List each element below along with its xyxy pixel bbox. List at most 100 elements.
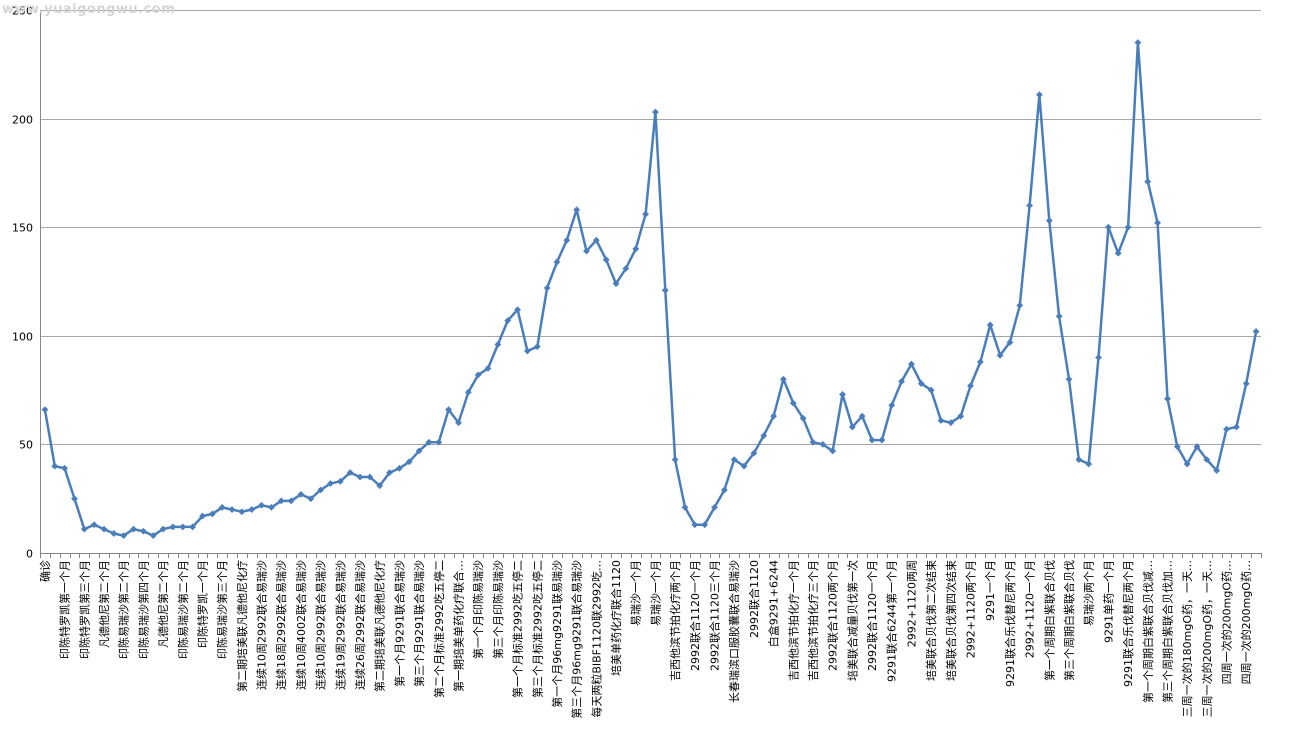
watermark-text: www.yuaigongwu.com: [2, 2, 176, 17]
data-point: [376, 482, 384, 490]
data-point: [553, 258, 561, 266]
x-tick-label: 连续19周2992联合易瑞沙: [333, 560, 347, 690]
data-point: [464, 388, 472, 396]
data-point: [819, 441, 827, 448]
x-tick-label: 培美联合贝伐第四次结束: [944, 560, 958, 681]
data-point: [228, 506, 236, 513]
data-point: [927, 386, 935, 394]
data-point: [691, 521, 699, 529]
x-tick-label: 培美单药化疗联合1120: [609, 560, 623, 676]
x-tick-label: 第三个周期白紫联合贝伐加…: [1160, 560, 1174, 703]
x-tick-label: 2992联合1120一个月: [688, 560, 702, 671]
x-axis: 确诊 印陈特罗凯第一个月 印陈特罗凯第三个月 凡德他尼第二个月 印陈易瑞沙第二个月 印陈易…: [38, 553, 1262, 719]
x-tick-label: 连续26周2992联合易瑞沙: [353, 560, 367, 690]
y-tick-label: 250: [12, 5, 33, 18]
x-tick-label: 9291联合乐伐替尼两个月: [1003, 560, 1017, 687]
data-point: [809, 438, 817, 446]
data-point: [996, 351, 1004, 359]
x-tick-label: 第一个月印陈易瑞沙: [471, 560, 485, 659]
data-point: [908, 360, 915, 368]
x-tick-label: 9291一个月: [984, 560, 997, 621]
x-tick-label: 2992联合1120三个月: [708, 560, 722, 671]
x-tick-label: 第一期培美单药化疗联合…: [451, 560, 465, 692]
data-point: [711, 503, 718, 511]
data-point: [947, 419, 955, 427]
data-point: [120, 532, 128, 540]
data-point: [661, 286, 669, 294]
x-tick-label: 第一个月标准2992吃五停二: [511, 560, 525, 698]
x-tick-label: 第二期培美联凡德他尼化疗: [373, 560, 387, 692]
data-point: [1183, 460, 1191, 468]
x-tick-label: 第三个月96mg9291联合易瑞沙: [570, 560, 584, 719]
data-point: [1252, 328, 1260, 335]
data-point: [71, 495, 78, 503]
x-tick-label: 印陈特罗凯第三个月: [77, 560, 91, 659]
data-point: [1104, 223, 1112, 231]
x-tick-label: 2992+1120两周: [905, 560, 918, 647]
data-point: [386, 469, 393, 477]
y-tick-label: 150: [12, 222, 33, 235]
x-tick-label: 第一个周期白紫联合贝伐: [1042, 560, 1056, 681]
data-point: [248, 506, 256, 513]
data-point: [1193, 443, 1201, 450]
y-tick-label: 0: [26, 548, 33, 561]
data-point: [563, 236, 571, 244]
data-point: [514, 306, 521, 314]
data-point: [218, 503, 226, 511]
data-point: [179, 523, 187, 531]
x-tick-label: 易瑞沙一个月: [648, 560, 662, 626]
data-point: [287, 497, 295, 505]
data-point: [1036, 91, 1043, 99]
data-point: [90, 521, 98, 529]
data-point: [494, 341, 502, 348]
data-point: [701, 521, 709, 529]
data-point: [1164, 395, 1171, 403]
x-tick-label: 连续10周2992联合易瑞沙: [255, 560, 269, 690]
x-tick-label: 吉西他滨节拍化疗一个月: [786, 560, 800, 681]
y-axis: 0 50 100 150 200 250: [12, 5, 41, 561]
data-point: [750, 449, 758, 457]
data-point: [455, 419, 462, 427]
data-point: [327, 480, 334, 487]
x-tick-label: 第二个月标准2992吃五停二: [432, 560, 446, 698]
data-point: [1075, 456, 1083, 464]
data-point: [524, 347, 531, 355]
series-layer: [41, 39, 1260, 540]
data-point: [208, 510, 216, 518]
data-point: [967, 382, 974, 390]
data-point: [917, 380, 925, 387]
data-point: [51, 462, 59, 470]
data-point: [149, 532, 157, 540]
data-point: [169, 523, 177, 531]
x-tick-label: 2992联合1120一个月: [865, 560, 879, 671]
data-point: [1154, 219, 1162, 227]
x-tick-label: 确诊: [38, 560, 52, 582]
data-point: [1203, 456, 1211, 464]
data-point: [612, 280, 620, 288]
x-tick-label: 印陈易瑞沙第二个月: [117, 560, 131, 659]
y-tick-label: 50: [19, 439, 33, 452]
data-point: [858, 412, 866, 420]
data-point: [878, 436, 886, 444]
x-tick-label: 印陈特罗凯第一个月: [58, 560, 72, 659]
data-point: [868, 436, 876, 444]
x-tick-label: 凡德他尼第二个月: [97, 560, 111, 648]
x-tick-label: 白盒9291+6244: [767, 560, 781, 647]
data-point: [1232, 423, 1240, 431]
data-point: [238, 508, 246, 516]
y-tick-label: 100: [12, 331, 33, 344]
data-point: [1045, 217, 1053, 225]
data-point: [405, 458, 413, 466]
x-tick-label: 第一个月96mg9291联易瑞沙: [550, 560, 564, 708]
data-point: [770, 412, 777, 420]
data-point: [602, 256, 610, 264]
x-tick-label: 连续10周2992联合易瑞沙: [314, 560, 328, 690]
data-point: [61, 464, 69, 472]
data-point: [829, 447, 837, 455]
data-point: [592, 236, 600, 244]
x-tick-label: 吉西他滨节拍化疗三个月: [806, 560, 820, 681]
x-tick-label: 9291单药一个月: [1102, 560, 1115, 643]
x-tick-label: 第二期培美联凡德他尼化疗: [235, 560, 249, 692]
data-point: [780, 375, 787, 383]
